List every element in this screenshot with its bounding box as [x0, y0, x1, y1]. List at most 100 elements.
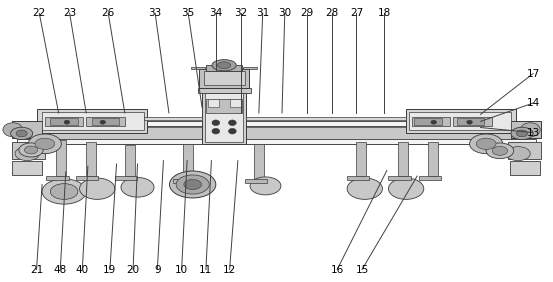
Ellipse shape [388, 178, 424, 199]
Bar [246, 116, 406, 120]
Bar [205, 93, 243, 142]
Bar [245, 179, 267, 183]
Ellipse shape [184, 179, 201, 190]
Text: 23: 23 [63, 8, 76, 18]
Text: 27: 27 [350, 8, 363, 18]
Ellipse shape [80, 178, 115, 199]
Text: 30: 30 [278, 8, 291, 18]
Text: 48: 48 [54, 265, 67, 274]
Ellipse shape [28, 134, 61, 154]
Text: 31: 31 [256, 8, 269, 18]
Bar [510, 161, 540, 175]
Ellipse shape [121, 177, 154, 197]
Ellipse shape [3, 123, 23, 137]
Text: 22: 22 [33, 8, 46, 18]
Bar [86, 142, 96, 176]
Text: 14: 14 [526, 98, 540, 108]
Ellipse shape [431, 120, 436, 124]
Text: 34: 34 [209, 8, 222, 18]
Bar [453, 117, 492, 125]
Bar [202, 92, 246, 144]
Text: 26: 26 [102, 8, 115, 18]
Bar [511, 121, 541, 138]
Text: 32: 32 [234, 8, 247, 18]
Ellipse shape [42, 179, 86, 204]
Ellipse shape [469, 134, 503, 154]
Bar [204, 71, 245, 85]
Ellipse shape [100, 120, 106, 124]
Bar [76, 176, 98, 180]
Ellipse shape [15, 147, 39, 161]
Text: 15: 15 [356, 265, 369, 274]
Ellipse shape [228, 128, 236, 134]
Bar [17, 139, 536, 144]
Bar [42, 112, 144, 130]
Bar [173, 179, 195, 183]
Bar [182, 144, 192, 179]
Bar [229, 99, 241, 107]
Ellipse shape [511, 127, 533, 140]
Bar [92, 118, 119, 125]
Bar [12, 121, 42, 138]
Ellipse shape [228, 120, 236, 125]
Bar [198, 88, 251, 93]
Bar [398, 142, 408, 176]
Bar [254, 144, 264, 179]
Bar [419, 176, 441, 180]
Bar [50, 118, 78, 125]
Bar [12, 161, 42, 175]
Text: 11: 11 [199, 265, 212, 274]
Text: 28: 28 [325, 8, 338, 18]
Ellipse shape [347, 178, 383, 199]
Bar [347, 176, 369, 180]
Ellipse shape [476, 138, 496, 149]
Bar [206, 99, 242, 113]
Bar [457, 118, 484, 125]
Ellipse shape [212, 60, 236, 71]
Bar [411, 117, 450, 125]
Ellipse shape [217, 62, 231, 69]
Bar [428, 142, 438, 176]
Text: 33: 33 [149, 8, 162, 18]
Bar [125, 145, 135, 176]
Bar [199, 69, 249, 88]
Bar [25, 123, 528, 144]
Text: 40: 40 [76, 265, 89, 274]
Ellipse shape [19, 143, 43, 157]
Bar [243, 67, 257, 69]
Text: 35: 35 [181, 8, 195, 18]
Bar [206, 65, 242, 71]
Ellipse shape [517, 130, 528, 137]
Text: 12: 12 [223, 265, 236, 274]
Bar [46, 176, 69, 180]
Text: 16: 16 [331, 265, 344, 274]
Text: 13: 13 [526, 127, 540, 138]
Ellipse shape [467, 120, 472, 124]
Bar [208, 99, 219, 107]
Bar [25, 127, 528, 140]
Ellipse shape [486, 143, 514, 159]
Bar [388, 176, 410, 180]
Bar [508, 142, 541, 159]
Text: 19: 19 [103, 265, 117, 274]
Bar [45, 117, 84, 125]
Ellipse shape [11, 127, 33, 140]
Bar [414, 118, 442, 125]
Bar [12, 142, 45, 159]
Ellipse shape [35, 138, 55, 149]
Bar [357, 142, 367, 176]
Bar [36, 109, 147, 133]
Bar [17, 120, 536, 125]
Bar [56, 140, 66, 176]
Ellipse shape [250, 177, 281, 195]
Ellipse shape [176, 175, 209, 194]
Text: 29: 29 [300, 8, 314, 18]
Ellipse shape [24, 146, 38, 154]
Text: 10: 10 [175, 265, 188, 274]
Bar [86, 117, 125, 125]
Text: 18: 18 [378, 8, 390, 18]
Text: 21: 21 [30, 265, 43, 274]
Ellipse shape [492, 146, 508, 155]
Text: 17: 17 [526, 69, 540, 79]
Ellipse shape [169, 171, 216, 198]
